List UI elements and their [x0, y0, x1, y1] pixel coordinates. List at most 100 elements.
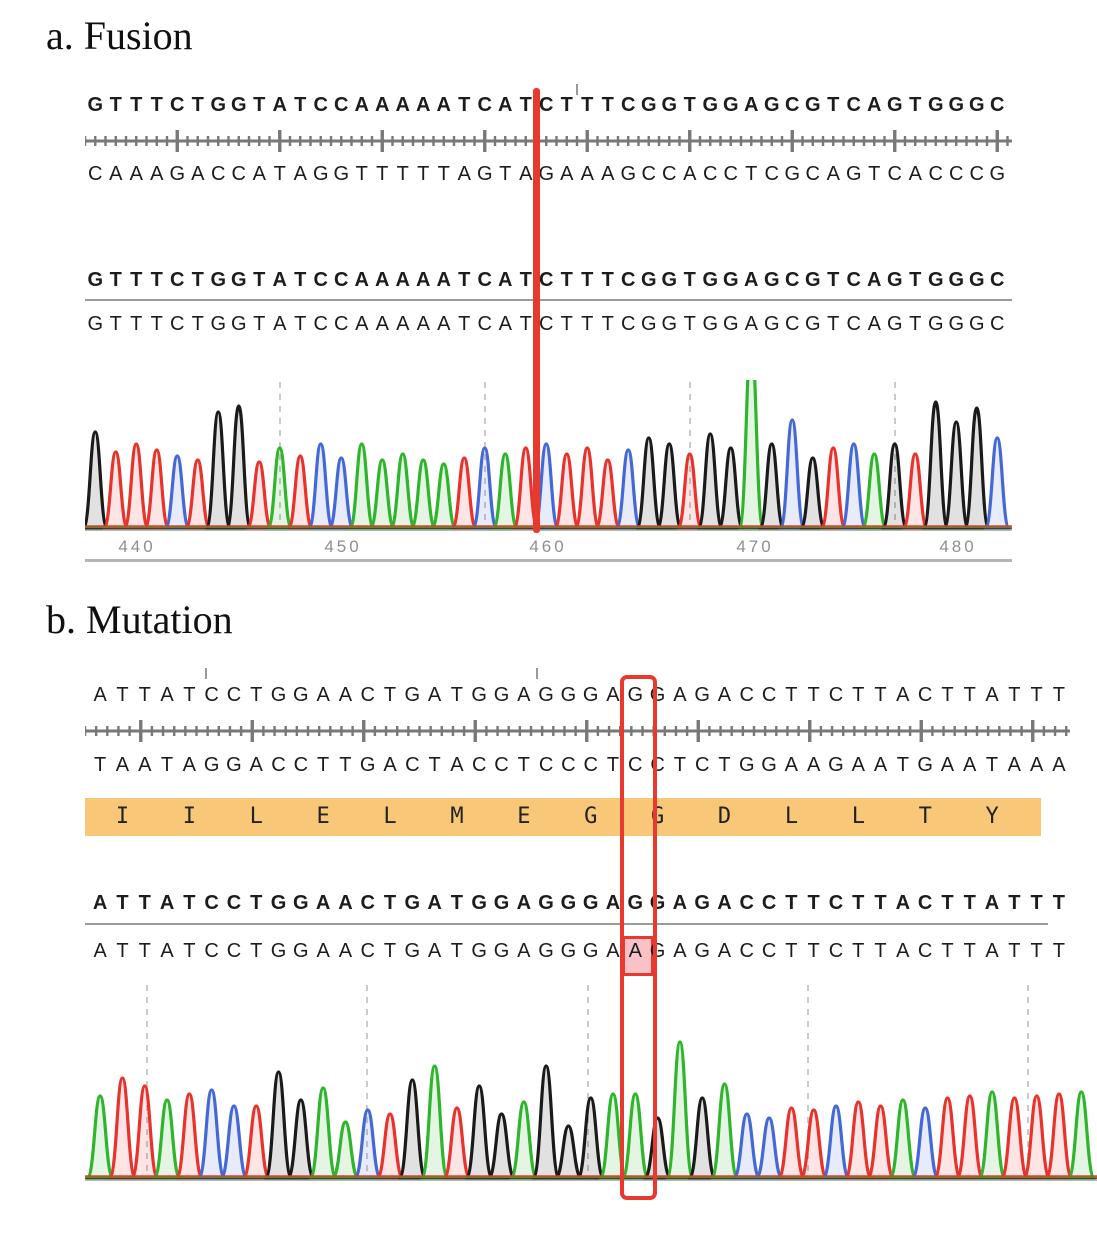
mutation-base-highlight [622, 936, 654, 976]
base-letter: A [115, 754, 130, 776]
base-letter: T [581, 313, 594, 335]
base-letter: C [990, 94, 1005, 116]
trace-peak-A [1066, 1090, 1096, 1180]
trace-peak-G [942, 420, 970, 530]
base-letter: A [606, 940, 620, 962]
baseline-signal [85, 1175, 1097, 1181]
base-letter: T [745, 163, 758, 185]
trace-peak-T [1044, 1092, 1074, 1180]
base-letter: A [516, 892, 532, 914]
base-letter: T [183, 684, 196, 706]
base-letter: A [601, 163, 615, 185]
base-letter: G [538, 684, 554, 706]
base-letter: G [582, 892, 599, 914]
base-letter: A [744, 313, 758, 335]
trace-peak-G [531, 1064, 561, 1180]
base-letter: C [739, 684, 754, 706]
trace-peak-A [368, 458, 396, 530]
base-letter: T [874, 940, 887, 962]
trace-peak-T [776, 1106, 806, 1180]
base-letter: A [784, 754, 799, 776]
base-letter: C [764, 163, 779, 185]
base-letter: A [316, 940, 330, 962]
base-letter: T [519, 313, 532, 335]
base-letter: A [150, 163, 164, 185]
base-letter: T [339, 754, 352, 776]
base-letter: A [416, 269, 431, 291]
trace-peak-G [225, 404, 253, 530]
trace-peak-G [487, 1112, 517, 1180]
base-letter: T [1008, 892, 1021, 914]
trace-peak-T [676, 452, 704, 530]
base-letter: A [1029, 754, 1044, 776]
base-letter: T [250, 940, 263, 962]
base-letter: G [694, 940, 710, 962]
trace-peak-C [471, 446, 499, 530]
trace-peak-A [977, 1090, 1007, 1180]
base-letter: T [560, 269, 573, 291]
base-letter: C [360, 940, 375, 962]
base-letter: C [88, 163, 103, 185]
trace-peak-T [999, 1096, 1029, 1180]
base-letter: C [628, 754, 643, 776]
base-letter: G [538, 892, 554, 914]
base-letter: T [807, 940, 820, 962]
base-letter: C [477, 94, 492, 116]
base-letter: A [517, 684, 531, 706]
base-letter: A [315, 892, 331, 914]
trace-peak-C [983, 436, 1011, 530]
base-letter: T [874, 684, 887, 706]
base-letter: G [538, 163, 555, 185]
base-letter: A [683, 163, 697, 185]
base-letter: C [204, 892, 219, 914]
trace-peak-A [860, 452, 888, 530]
base-letter: C [990, 313, 1005, 335]
base-letter: C [539, 313, 554, 335]
base-letter: G [702, 269, 719, 291]
base-letter: G [293, 684, 309, 706]
base-letter: C [703, 163, 718, 185]
base-letter: C [226, 892, 242, 914]
trace-peak-A [665, 1040, 695, 1180]
base-letter: T [673, 754, 686, 776]
base-letter: G [87, 94, 104, 116]
base-letter: A [437, 313, 451, 335]
base-letter: G [333, 163, 350, 185]
base-letter: T [109, 313, 122, 335]
base-letter: G [702, 94, 719, 116]
base-letter: T [109, 269, 122, 291]
trace-peak-A [620, 1092, 650, 1180]
base-letter: C [785, 94, 800, 116]
base-letter: A [457, 163, 471, 185]
trace-peak-G [922, 400, 950, 530]
base-letter: A [896, 940, 910, 962]
base-letter: A [673, 684, 687, 706]
trace-peak-A [430, 462, 458, 530]
base-letter: G [169, 163, 186, 185]
trace-peak-A [888, 1098, 918, 1180]
base-letter: C [846, 313, 861, 335]
base-letter: A [628, 940, 642, 962]
base-letter: T [896, 754, 909, 776]
base-letter: C [828, 892, 844, 914]
trace-peak-G [553, 1124, 583, 1180]
amino-acid-letter: L [784, 804, 799, 829]
base-letter: T [109, 94, 122, 116]
base-letter: A [806, 754, 821, 776]
base-letter: A [517, 940, 531, 962]
base-letter: G [493, 940, 510, 962]
base-letter: A [908, 163, 922, 185]
base-letter: G [87, 313, 104, 335]
base-letter: T [150, 313, 163, 335]
base-letter: G [627, 684, 644, 706]
trace-peak-G [286, 1098, 316, 1180]
base-letter: T [807, 892, 820, 914]
trace-peak-C [821, 1104, 851, 1180]
base-letter: G [948, 94, 965, 116]
trace-peak-C [840, 442, 868, 530]
base-letter: T [560, 94, 573, 116]
base-letter: G [293, 892, 309, 914]
base-letter: A [273, 313, 287, 335]
trace-peak-A [266, 446, 294, 530]
